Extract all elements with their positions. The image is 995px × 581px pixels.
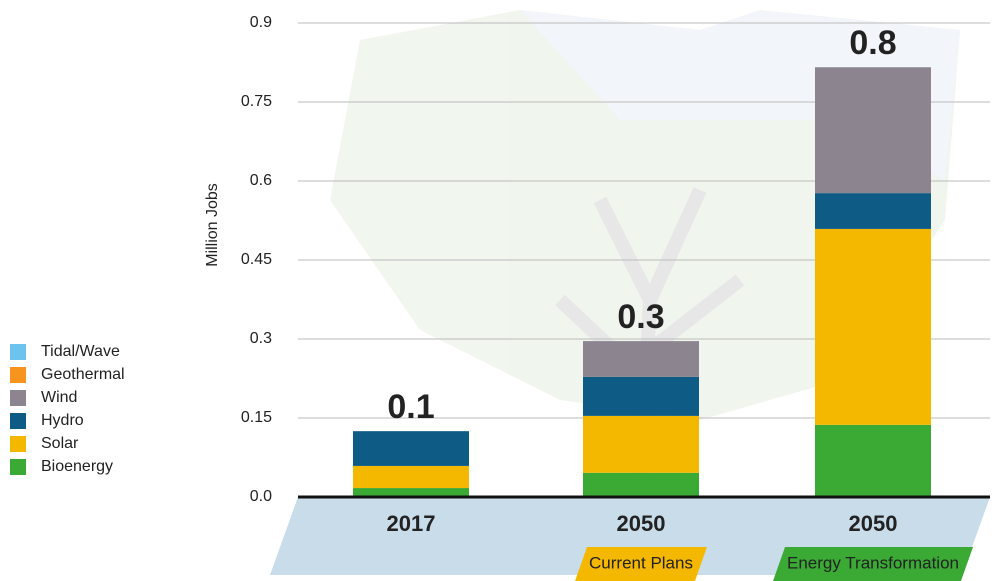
legend-swatch — [10, 367, 26, 383]
bar-segment — [583, 376, 699, 416]
legend-label: Bioenergy — [41, 458, 113, 475]
legend-label: Geothermal — [41, 366, 125, 383]
y-tick-label: 0.45 — [241, 251, 272, 268]
x-tick-label: 2017 — [387, 511, 436, 536]
legend-label: Wind — [41, 389, 77, 406]
bar-segment — [815, 193, 931, 229]
legend-swatch — [10, 390, 26, 406]
legend-label: Tidal/Wave — [41, 343, 120, 360]
legend-swatch — [10, 344, 26, 360]
y-tick-label: 0.6 — [250, 172, 272, 189]
legend-label: Solar — [41, 435, 79, 452]
scenario-badge — [575, 547, 707, 581]
scenario-label: Energy Transformation — [787, 553, 959, 572]
x-tick-label: 2050 — [617, 511, 666, 536]
y-tick-label: 0.3 — [250, 330, 272, 347]
bar-segment — [353, 465, 469, 489]
y-tick-label: 0.75 — [241, 93, 272, 110]
bar-segment — [583, 415, 699, 473]
bar-segment — [353, 488, 469, 497]
legend-swatch — [10, 413, 26, 429]
legend-swatch — [10, 436, 26, 452]
total-label: 0.1 — [387, 388, 434, 426]
bar-segment — [815, 67, 931, 194]
y-tick-label: 0.9 — [250, 14, 272, 31]
bar-segment — [815, 424, 931, 497]
scenario-badge — [773, 547, 973, 581]
bar-segment — [815, 228, 931, 425]
bar-segment — [583, 341, 699, 377]
legend-label: Hydro — [41, 412, 84, 429]
bar-segment — [583, 472, 699, 497]
y-axis-label: Million Jobs — [204, 183, 221, 267]
scenario-label: Current Plans — [589, 553, 693, 572]
background-art — [330, 10, 960, 498]
total-label: 0.8 — [849, 24, 896, 62]
bar-segment — [353, 431, 469, 466]
legend-swatch — [10, 459, 26, 475]
total-label: 0.3 — [617, 298, 664, 336]
y-tick-label: 0.15 — [241, 409, 272, 426]
x-tick-label: 2050 — [849, 511, 898, 536]
y-tick-label: 0.0 — [250, 488, 272, 505]
